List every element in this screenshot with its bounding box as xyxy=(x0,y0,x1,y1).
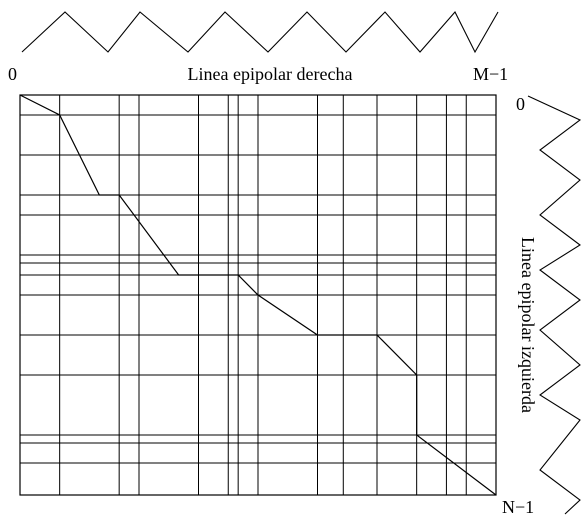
top-axis-title: Linea epipolar derecha xyxy=(188,64,353,84)
right-axis-start-label: 0 xyxy=(516,94,525,114)
top-intensity-profile xyxy=(21,11,499,54)
right-axis-end-label: N−1 xyxy=(502,497,534,517)
grid-frame xyxy=(19,94,497,496)
top-axis-end-label: M−1 xyxy=(473,64,508,84)
top-axis-start-label: 0 xyxy=(8,64,17,84)
right-axis-title: Linea epipolar izquierda xyxy=(518,237,538,413)
right-intensity-profile xyxy=(527,95,582,515)
matching-path xyxy=(19,94,497,496)
